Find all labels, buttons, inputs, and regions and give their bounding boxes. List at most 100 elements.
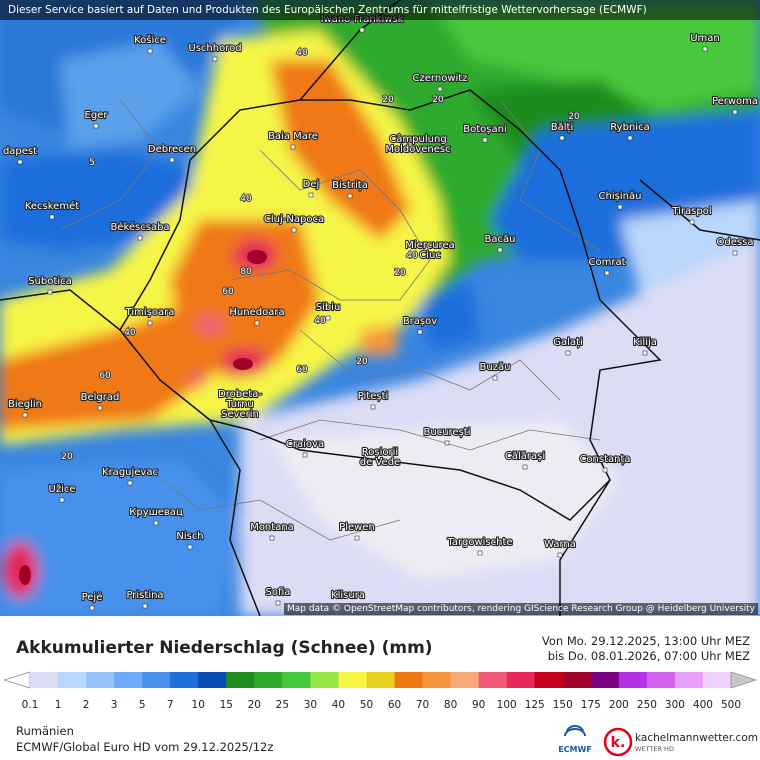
city-label: Kragujevac — [102, 467, 158, 478]
city-dot — [417, 329, 423, 335]
contour-label: 20 — [61, 452, 73, 462]
ecmwf-label: ECMWF — [558, 745, 592, 754]
city-label: Comrat — [588, 257, 625, 268]
colorbar-swatch — [562, 672, 592, 688]
city-dot — [559, 135, 565, 141]
city-dot — [97, 405, 103, 411]
city-label: Călărași — [505, 451, 545, 462]
city-dot — [308, 192, 314, 198]
city-label: Timișoara — [125, 307, 175, 318]
city-label: Miercurea Ciuc — [405, 240, 454, 261]
city-dot — [444, 440, 450, 446]
model-run: ECMWF/Global Euro HD vom 29.12.2025/12z — [16, 740, 274, 754]
colorbar-tick-label: 20 — [248, 699, 261, 711]
city-dot — [325, 315, 331, 321]
map: Iwano-FrankiwskKošiceUschhorodCzernowitz… — [0, 0, 760, 616]
colorbar-tick-label: 5 — [139, 699, 146, 711]
city-label: Galați — [553, 337, 582, 348]
city-label: Czernowitz — [413, 73, 468, 84]
city-label: Targowischte — [446, 537, 512, 548]
city-dot — [377, 460, 383, 466]
city-dot — [522, 464, 528, 470]
colorbar-swatch — [226, 672, 255, 688]
colorbar-swatch — [86, 672, 115, 688]
city-label: Pristina — [126, 590, 163, 601]
city-label-line: de Vede — [360, 457, 400, 468]
city-label-line: Roșiorii — [362, 447, 398, 458]
city-dot — [617, 204, 623, 210]
colorbar-tick-label: 2 — [83, 699, 90, 711]
city-label: Craiova — [286, 439, 324, 450]
city-dot — [142, 603, 148, 609]
city-dot — [137, 235, 143, 241]
colorbar-swatch — [534, 672, 564, 688]
city-label: Košice — [134, 34, 166, 46]
city-label: Chișinău — [599, 191, 642, 202]
city-dot — [557, 552, 563, 558]
contour-label: 40 — [124, 328, 136, 338]
colorbar-tick-label: 15 — [220, 699, 233, 711]
city-dot — [17, 159, 23, 165]
colorbar-swatch — [506, 672, 536, 688]
city-label: Dej — [303, 179, 320, 190]
colorbar-swatch — [58, 672, 87, 688]
city-dot — [147, 320, 153, 326]
contour-label: 5 — [89, 158, 95, 168]
city-label: Bieglin — [8, 399, 42, 410]
city-label: Kilija — [633, 337, 657, 348]
colorbar-swatch — [366, 672, 396, 688]
city-label: Drobeta-Turnu Severin — [218, 389, 262, 420]
colorbar-tick-label: 0.1 — [22, 699, 39, 711]
contour-label: 60 — [222, 287, 234, 297]
city-dot — [354, 535, 360, 541]
colorbar-tick-label: 50 — [360, 699, 373, 711]
colorbar-swatch — [590, 672, 620, 688]
contour-label: 20 — [432, 95, 444, 105]
city-dot — [291, 227, 297, 233]
city-label: Odessa — [717, 237, 754, 248]
city-dot — [347, 193, 353, 199]
city-label: dapest — [3, 146, 37, 157]
colorbar-tick-label: 250 — [637, 699, 657, 711]
city-dot — [187, 544, 193, 550]
colorbar-swatch — [338, 672, 367, 688]
colorbar-swatch — [254, 672, 283, 688]
city-label: Rybnica — [610, 122, 649, 133]
city-dot — [169, 157, 175, 163]
city-dot — [604, 270, 610, 276]
city-label: Belgrad — [81, 392, 120, 403]
city-label: Brașov — [403, 316, 437, 327]
colorbar-tick-label: 3 — [111, 699, 118, 711]
colorbar: 0.1 1 2 3 5 7 10 15 20 25 30 40 50 60 70 80 90 100 125 150 1… — [2, 671, 758, 711]
attribution: Map data © OpenStreetMap contributors, r… — [284, 603, 758, 615]
city-dot — [565, 350, 571, 356]
city-label: Hunedoara — [229, 307, 284, 318]
colorbar-swatch — [310, 672, 339, 688]
city-label: București — [424, 427, 471, 438]
city-label: Câmpulung Moldovenesc — [385, 133, 450, 155]
colorbar-tick-label: 60 — [388, 699, 401, 711]
period-to: bis Do. 08.01.2026, 07:00 Uhr MEZ — [547, 649, 750, 663]
contour-label: 60 — [99, 371, 111, 381]
city-dot — [642, 350, 648, 356]
colorbar-swatch — [30, 672, 59, 688]
city-dot — [147, 48, 153, 54]
city-label: Pejë — [82, 592, 103, 603]
city-dot — [492, 375, 498, 381]
city-label: Klisura — [331, 590, 365, 601]
city-label: Pitești — [358, 391, 389, 402]
colorbar-tick-label: 80 — [444, 699, 457, 711]
city-dot — [497, 247, 503, 253]
contour-label: 40 — [314, 316, 326, 326]
colorbar-tick-label: 10 — [192, 699, 205, 711]
city-label: Bistrița — [332, 180, 368, 191]
city-label-line: Moldovenesc — [385, 144, 450, 155]
regional-borders — [59, 99, 601, 541]
city-dot — [59, 497, 65, 503]
ecmwf-logo: ECMWF — [558, 725, 592, 754]
city-dot — [254, 320, 260, 326]
colorbar-swatch — [198, 672, 227, 688]
colorbar-tick-label: 100 — [497, 699, 517, 711]
colorbar-swatch — [422, 672, 452, 688]
